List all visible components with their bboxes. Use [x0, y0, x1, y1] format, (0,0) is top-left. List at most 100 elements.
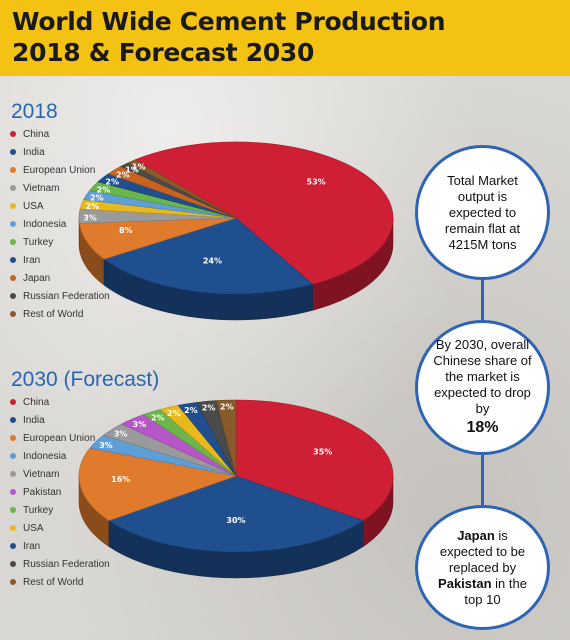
pie-label-rest-of-world: 2%: [220, 402, 234, 411]
pie-label-indonesia: 3%: [99, 441, 113, 450]
callout-japan-text2: in the top 10: [464, 575, 527, 607]
legend-label: Japan: [23, 272, 51, 284]
pie-label-china: 53%: [307, 177, 326, 186]
pie-label-turkey: 2%: [151, 413, 165, 422]
legend-label: USA: [23, 522, 44, 534]
pie-label-india: 24%: [203, 257, 222, 266]
legend-label: Vietnam: [23, 182, 60, 194]
legend-label: European Union: [23, 164, 96, 176]
pie-slice-india: [108, 475, 364, 553]
legend-swatch: [10, 543, 16, 549]
chart-2030-title: 2030 (Forecast): [11, 368, 160, 391]
legend-item-usa: USA: [10, 197, 110, 215]
legend-item-iran: Iran: [10, 251, 110, 269]
legend-label: European Union: [23, 432, 96, 444]
callout-china-share: By 2030, overall Chinese share of the ma…: [415, 320, 550, 455]
legend-label: Turkey: [23, 504, 54, 516]
legend-2030: China India European Union Indonesia Vietnam…: [10, 393, 110, 591]
legend-label: Indonesia: [23, 218, 67, 230]
pie-label-usa: 2%: [167, 409, 181, 418]
legend-swatch: [10, 311, 16, 317]
legend-label: Rest of World: [23, 308, 84, 320]
legend-label: Iran: [23, 254, 41, 266]
pie-slice-rest-of-world: [127, 159, 237, 219]
pie-label-russian-federation: 1%: [125, 165, 139, 174]
legend-item-india: India: [10, 411, 110, 429]
pie-label-iran: 2%: [105, 178, 119, 187]
pie-label-china: 35%: [313, 448, 332, 457]
pie-label-india: 30%: [226, 516, 245, 525]
legend-swatch: [10, 203, 16, 209]
legend-swatch: [10, 579, 16, 585]
legend-swatch: [10, 417, 16, 423]
pie-label-turkey: 2%: [97, 185, 111, 194]
legend-swatch: [10, 561, 16, 567]
legend-item-vietnam: Vietnam: [10, 465, 110, 483]
legend-swatch: [10, 435, 16, 441]
callout-china-share-value: 18%: [466, 418, 499, 436]
legend-swatch: [10, 167, 16, 173]
legend-swatch: [10, 489, 16, 495]
legend-item-turkey: Turkey: [10, 501, 110, 519]
legend-swatch: [10, 293, 16, 299]
legend-swatch: [10, 275, 16, 281]
callout-pakistan-name: Pakistan: [438, 575, 492, 591]
legend-label: India: [23, 146, 45, 158]
pie-label-european-union: 16%: [111, 475, 130, 484]
legend-item-turkey: Turkey: [10, 233, 110, 251]
legend-item-japan: Japan: [10, 269, 110, 287]
legend-swatch: [10, 257, 16, 263]
legend-swatch: [10, 525, 16, 531]
pie-slice-india: [103, 217, 314, 295]
legend-2018: China India European Union Vietnam USA Indone…: [10, 125, 110, 323]
pie-label-european-union: 8%: [119, 226, 133, 235]
legend-label: Russian Federation: [23, 558, 110, 570]
legend-swatch: [10, 239, 16, 245]
legend-item-china: China: [10, 125, 110, 143]
legend-swatch: [10, 471, 16, 477]
pie-label-iran: 2%: [184, 406, 198, 415]
pie-label-japan: 2%: [116, 170, 130, 179]
legend-swatch: [10, 507, 16, 513]
legend-swatch: [10, 399, 16, 405]
legend-item-european-union: European Union: [10, 161, 110, 179]
pie-label-pakistan: 3%: [133, 420, 147, 429]
legend-label: Turkey: [23, 236, 54, 248]
callout-china-share-text: By 2030, overall Chinese share of the ma…: [433, 336, 532, 416]
legend-label: Iran: [23, 540, 41, 552]
legend-label: USA: [23, 200, 44, 212]
legend-label: Russian Federation: [23, 290, 110, 302]
pie-label-russian-federation: 2%: [202, 404, 216, 413]
pie-chart-2030: 35%30%16%3%3%3%2% 2% 2% 2% 2%: [78, 399, 394, 579]
legend-label: Pakistan: [23, 486, 62, 498]
pie-label-usa: 2%: [86, 202, 100, 211]
callout-connector-2: [481, 455, 484, 510]
legend-swatch: [10, 221, 16, 227]
legend-label: Vietnam: [23, 468, 60, 480]
legend-label: China: [23, 128, 50, 140]
legend-item-indonesia: Indonesia: [10, 215, 110, 233]
legend-swatch: [10, 149, 16, 155]
pie-slice-china: [235, 399, 394, 522]
title-banner: World Wide Cement Production 2018 & Fore…: [0, 0, 570, 76]
callout-japan-pakistan: Japan is expected to be replaced by Paki…: [415, 505, 550, 630]
legend-item-iran: Iran: [10, 537, 110, 555]
legend-item-russian-federation: Russian Federation: [10, 287, 110, 305]
page-title-line1: World Wide Cement Production: [12, 7, 446, 36]
callout-japan-name: Japan: [457, 527, 495, 543]
legend-label: China: [23, 396, 50, 408]
legend-item-china: China: [10, 393, 110, 411]
callout-japan-text1: is expected to be replaced by: [439, 527, 526, 575]
legend-item-rest-of-world: Rest of World: [10, 305, 110, 323]
pie-label-vietnam: 3%: [114, 430, 128, 439]
legend-swatch: [10, 453, 16, 459]
callout-market-output: Total Market output is expected to remai…: [415, 145, 550, 280]
legend-item-indonesia: Indonesia: [10, 447, 110, 465]
pie-slice-china: [134, 141, 394, 285]
legend-item-vietnam: Vietnam: [10, 179, 110, 197]
legend-item-india: India: [10, 143, 110, 161]
callout-market-output-text: Total Market output is expected to remai…: [444, 172, 521, 252]
pie-label-indonesia: 2%: [90, 194, 104, 203]
pie-label-rest-of-world: 1%: [132, 162, 146, 171]
legend-swatch: [10, 185, 16, 191]
